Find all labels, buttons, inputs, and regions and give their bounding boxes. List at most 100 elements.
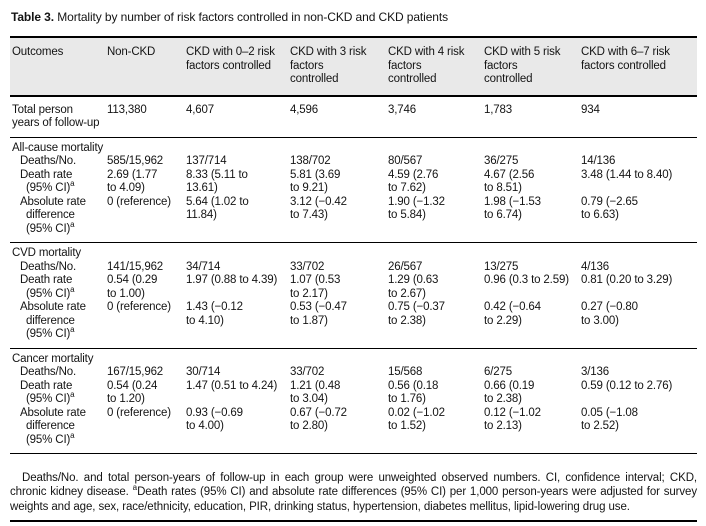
table-header: Outcomes Non-CKD CKD with 0–2 risk facto… — [10, 36, 697, 97]
data-cell: 0.05 (−1.08 to 2.52) — [581, 406, 638, 433]
superscript-a: a — [70, 219, 75, 229]
data-cell: 0.67 (−0.72 to 2.80) — [290, 406, 347, 433]
row-label-death-rate: Death rate (95% CI)a — [10, 169, 105, 196]
row-label-person-years: Total person years of follow-up — [12, 103, 100, 130]
data-cell: 4,596 — [290, 103, 319, 116]
data-cell: 1.47 (0.51 to 4.24) — [186, 379, 278, 392]
section-header-row: All-cause mortality — [10, 137, 697, 155]
data-cell: 0.12 (−1.02 to 2.13) — [484, 406, 541, 433]
table-row: Total person years of follow-up 113,380 … — [10, 96, 697, 138]
data-cell: 26/567 — [388, 260, 423, 273]
data-cell: 15/568 — [388, 366, 423, 378]
table-row: Deaths/No. 585/15,962 137/714 138/702 80… — [10, 155, 697, 169]
data-cell: 0.02 (−1.02 to 1.52) — [388, 406, 445, 433]
data-cell: 3,746 — [388, 103, 417, 116]
row-label-text: Death rate (95% CI) — [20, 379, 73, 406]
footnote-text-1: Deaths/No. and total person-years of fol… — [10, 471, 697, 499]
data-cell: 4.59 (2.76 to 7.62) — [388, 168, 439, 195]
data-cell: 3.12 (−0.42 to 7.43) — [290, 195, 347, 222]
data-cell: 167/15,962 — [107, 366, 164, 378]
data-cell: 141/15,962 — [107, 260, 164, 273]
table-row: Absolute rate difference (95% CI)a 0 (re… — [10, 407, 697, 454]
data-cell: 34/714 — [186, 260, 221, 273]
data-cell: 1.07 (0.53 to 2.17) — [290, 274, 341, 300]
table-caption: Mortality by number of risk factors cont… — [54, 10, 449, 24]
row-label-text: Absolute rate difference (95% CI) — [20, 195, 86, 235]
row-label-death-rate: Death rate (95% CI)a — [10, 380, 105, 407]
data-cell: 36/275 — [484, 155, 519, 167]
column-header-ckd-6-7: CKD with 6–7 risk factors controlled — [579, 36, 697, 97]
data-cell: 4.67 (2.56 to 8.51) — [484, 168, 535, 195]
data-cell: 0.56 (0.18 to 1.76) — [388, 379, 439, 406]
table-row: Deaths/No. 141/15,962 34/714 33/702 26/5… — [10, 261, 697, 275]
table-number: Table 3. — [11, 10, 54, 24]
data-cell: 0.66 (0.19 to 2.38) — [484, 379, 535, 406]
data-cell: 3/136 — [581, 366, 610, 378]
table-row: Death rate (95% CI)a 2.69 (1.77 to 4.09)… — [10, 169, 697, 196]
data-cell: 1,783 — [484, 103, 513, 116]
data-cell: 1.43 (−0.12 to 4.10) — [186, 301, 243, 327]
data-cell: 14/136 — [581, 155, 616, 167]
data-cell: 0 (reference) — [107, 301, 171, 313]
data-cell: 33/702 — [290, 366, 325, 378]
data-cell: 33/702 — [290, 260, 325, 273]
table-row: Deaths/No. 167/15,962 30/714 33/702 15/5… — [10, 366, 697, 380]
data-cell: 4/136 — [581, 260, 610, 273]
person-years-group: Total person years of follow-up 113,380 … — [10, 96, 697, 138]
superscript-a: a — [70, 430, 75, 440]
data-cell: 8.33 (5.11 to 13.61) — [186, 168, 248, 195]
row-label-abs-diff: Absolute rate difference (95% CI)a — [10, 301, 105, 348]
data-cell: 3.48 (1.44 to 8.40) — [581, 168, 673, 181]
data-cell: 13/275 — [484, 260, 519, 273]
section-header-row: Cancer mortality — [10, 348, 697, 366]
data-cell: 0.75 (−0.37 to 2.38) — [388, 301, 445, 327]
data-cell: 1.21 (0.48 to 3.04) — [290, 379, 341, 406]
superscript-a: a — [70, 284, 75, 294]
header-row: Outcomes Non-CKD CKD with 0–2 risk facto… — [10, 36, 697, 97]
data-cell: 0.96 (0.3 to 2.59) — [484, 274, 569, 286]
data-cell: 1.90 (−1.32 to 5.84) — [388, 195, 445, 222]
data-cell: 80/567 — [388, 155, 423, 167]
row-label-text: Death rate (95% CI) — [20, 274, 73, 300]
section-label: CVD mortality — [12, 247, 81, 259]
data-cell: 585/15,962 — [107, 155, 164, 167]
row-label-abs-diff: Absolute rate difference (95% CI)a — [10, 407, 105, 454]
data-cell: 0.59 (0.12 to 2.76) — [581, 379, 673, 392]
table-row: Death rate (95% CI)a 0.54 (0.24 to 1.20)… — [10, 380, 697, 407]
footnote-text-2: Death rates (95% CI) and absolute rate d… — [10, 486, 698, 513]
table-title: Table 3. Mortality by number of risk fac… — [11, 10, 697, 24]
row-label-deaths: Deaths/No. — [20, 366, 77, 378]
superscript-a: a — [70, 325, 75, 335]
data-cell: 0.27 (−0.80 to 3.00) — [581, 301, 638, 327]
data-cell: 0 (reference) — [107, 406, 171, 419]
row-label-text: Death rate (95% CI) — [20, 168, 73, 195]
superscript-a: a — [70, 390, 75, 400]
section-cancer: Cancer mortality Deaths/No. 167/15,962 3… — [10, 348, 697, 454]
data-cell: 0.53 (−0.47 to 1.87) — [290, 301, 347, 327]
column-header-ckd-3: CKD with 3 risk factors controlled — [288, 36, 386, 97]
data-cell: 5.64 (1.02 to 11.84) — [186, 195, 249, 222]
data-cell: 0.42 (−0.64 to 2.29) — [484, 301, 541, 327]
column-header-ckd-5: CKD with 5 risk factors controlled — [482, 36, 579, 97]
table-row: Absolute rate difference (95% CI)a 0 (re… — [10, 196, 697, 243]
data-cell: 5.81 (3.69 to 9.21) — [290, 168, 341, 195]
data-cell: 1.98 (−1.53 to 6.74) — [484, 195, 541, 222]
row-label-deaths: Deaths/No. — [20, 155, 77, 167]
data-cell: 1.29 (0.63 to 2.67) — [388, 274, 439, 300]
row-label-text: Absolute rate difference (95% CI) — [20, 301, 86, 340]
table-row: Absolute rate difference (95% CI)a 0 (re… — [10, 301, 697, 348]
row-label-deaths: Deaths/No. — [20, 260, 77, 273]
data-cell: 4,607 — [186, 103, 215, 116]
table-row: Death rate (95% CI)a 0.54 (0.29 to 1.00)… — [10, 274, 697, 301]
column-header-ckd-0-2: CKD with 0–2 risk factors controlled — [184, 36, 288, 97]
data-cell: 1.97 (0.88 to 4.39) — [186, 274, 278, 286]
row-label-death-rate: Death rate (95% CI)a — [10, 274, 105, 301]
data-cell: 0 (reference) — [107, 195, 171, 208]
superscript-a: a — [132, 483, 138, 493]
data-cell: 2.69 (1.77 to 4.09) — [107, 168, 158, 195]
data-cell: 138/702 — [290, 155, 331, 167]
data-cell: 0.54 (0.29 to 1.00) — [107, 274, 158, 300]
data-cell: 6/275 — [484, 366, 513, 378]
section-label: All-cause mortality — [12, 141, 104, 154]
